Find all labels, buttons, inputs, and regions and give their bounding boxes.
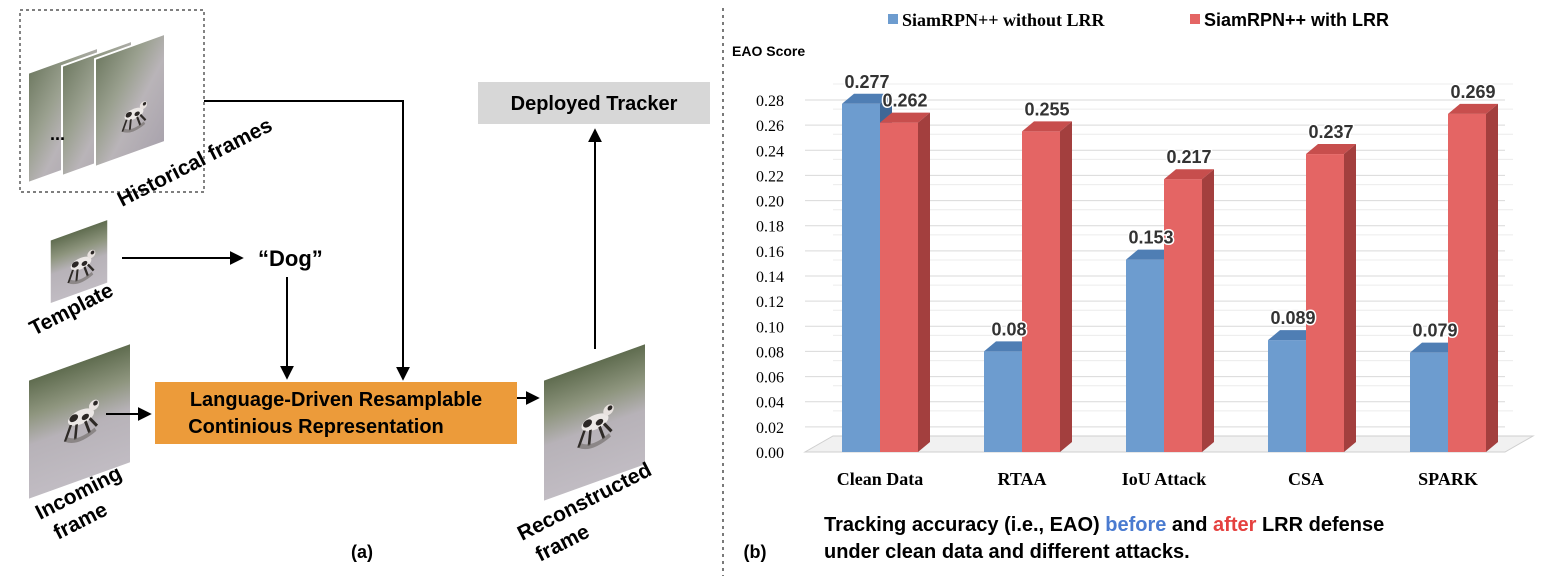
caption-text-a: Tracking accuracy (i.e., EAO) <box>824 514 1105 536</box>
legend-label-without: SiamRPN++ without LRR <box>902 10 1106 30</box>
bar <box>1448 113 1486 452</box>
bar-top <box>1448 103 1498 114</box>
y-tick-label: 0.16 <box>756 244 784 261</box>
caption-before: before <box>1105 514 1166 536</box>
y-tick-label: 0.28 <box>756 93 784 110</box>
representation-box <box>155 382 517 444</box>
bar-side <box>918 112 930 452</box>
x-tick-label: IoU Attack <box>1122 469 1207 489</box>
y-tick-label: 0.06 <box>756 370 784 387</box>
frames-ellipsis: ... <box>50 124 65 144</box>
bar-value-label: 0.079 <box>1412 321 1457 341</box>
y-tick-label: 0.22 <box>756 168 784 185</box>
historical-frame-stack: ... <box>27 32 166 185</box>
x-tick-label: SPARK <box>1418 469 1478 489</box>
y-tick-label: 0.12 <box>756 294 784 311</box>
caption-text-b: and <box>1166 514 1213 536</box>
historical-to-box-arrow <box>204 100 410 381</box>
bar-top <box>1268 330 1318 341</box>
chart-bars <box>842 93 1498 453</box>
y-tick-label: 0.20 <box>756 194 784 211</box>
panel-b-label: (b) <box>744 542 767 562</box>
bar-side <box>1060 121 1072 452</box>
y-tick-label: 0.10 <box>756 319 784 336</box>
dog-text-label: “Dog” <box>258 246 323 271</box>
bar <box>984 351 1022 452</box>
bar <box>1022 131 1060 452</box>
representation-box-line1: Language-Driven Resamplable <box>190 389 482 411</box>
y-tick-labels: 0.00 0.02 0.04 0.06 0.08 0.10 0.12 0.14 0.16 0.18… <box>756 93 784 462</box>
bar <box>842 103 880 453</box>
bar-value-label: 0.269 <box>1450 82 1495 102</box>
panel-a-pipeline: ... Historical frames Template “Dog” Inc… <box>19 9 710 566</box>
bar-value-label: 0.262 <box>882 91 927 111</box>
y-tick-label: 0.08 <box>756 344 784 361</box>
legend-swatch-with <box>1190 14 1200 24</box>
y-axis-title: EAO Score <box>732 43 805 59</box>
bar <box>1410 352 1448 452</box>
representation-box-line2: Continious Representation <box>188 416 444 438</box>
legend-label-with: SiamRPN++ with LRR <box>1204 10 1389 30</box>
bar <box>1164 179 1202 452</box>
y-tick-label: 0.04 <box>756 395 784 412</box>
bar-value-label: 0.237 <box>1308 122 1353 142</box>
bar-value-label: 0.217 <box>1166 147 1211 167</box>
y-tick-label: 0.24 <box>756 143 784 160</box>
deployed-tracker-box <box>478 82 710 124</box>
deployed-tracker-label: Deployed Tracker <box>511 93 678 115</box>
y-tick-label: 0.02 <box>756 420 784 437</box>
x-tick-label: Clean Data <box>837 469 924 489</box>
y-tick-label: 0.00 <box>756 445 784 462</box>
bar-value-label: 0.153 <box>1128 228 1173 248</box>
caption-line2: under clean data and different attacks. <box>824 541 1190 563</box>
caption-text-c: LRR defense <box>1256 514 1384 536</box>
bar-top <box>1410 342 1460 353</box>
bar-value-label: 0.277 <box>844 72 889 92</box>
bar <box>1306 154 1344 453</box>
bar-top <box>880 112 930 123</box>
caption-after: after <box>1213 514 1257 536</box>
panel-a-label: (a) <box>351 542 373 562</box>
bar <box>880 122 918 452</box>
y-tick-label: 0.18 <box>756 219 784 236</box>
template-image <box>49 218 109 306</box>
bar-top <box>1126 249 1176 260</box>
y-tick-label: 0.26 <box>756 118 784 135</box>
y-tick-label: 0.14 <box>756 269 784 286</box>
bar-top <box>842 93 892 104</box>
historical-frames-box <box>19 9 205 193</box>
bar-value-label: 0.089 <box>1270 308 1315 328</box>
bar <box>1268 340 1306 452</box>
bar-value-label: 0.255 <box>1024 99 1069 119</box>
bar <box>1126 259 1164 452</box>
reconstructed-frame-image <box>542 341 647 504</box>
x-tick-label: CSA <box>1288 469 1324 489</box>
legend-swatch-without <box>888 14 898 24</box>
bar-side <box>1344 144 1356 453</box>
panel-b-chart: SiamRPN++ without LRR SiamRPN++ with LRR… <box>732 10 1535 563</box>
x-tick-label: RTAA <box>997 469 1046 489</box>
incoming-frame-image <box>27 341 132 502</box>
bar-top <box>984 341 1034 352</box>
bar-side <box>1486 103 1498 452</box>
caption-line1: Tracking accuracy (i.e., EAO) before and… <box>824 514 1384 536</box>
bar-top <box>1306 144 1356 155</box>
bar-value-label: 0.08 <box>991 319 1026 339</box>
bar-top <box>1164 169 1214 180</box>
bar-side <box>1202 169 1214 452</box>
x-tick-labels: Clean Data RTAA IoU Attack CSA SPARK <box>837 469 1478 489</box>
bar-top <box>1022 121 1072 132</box>
